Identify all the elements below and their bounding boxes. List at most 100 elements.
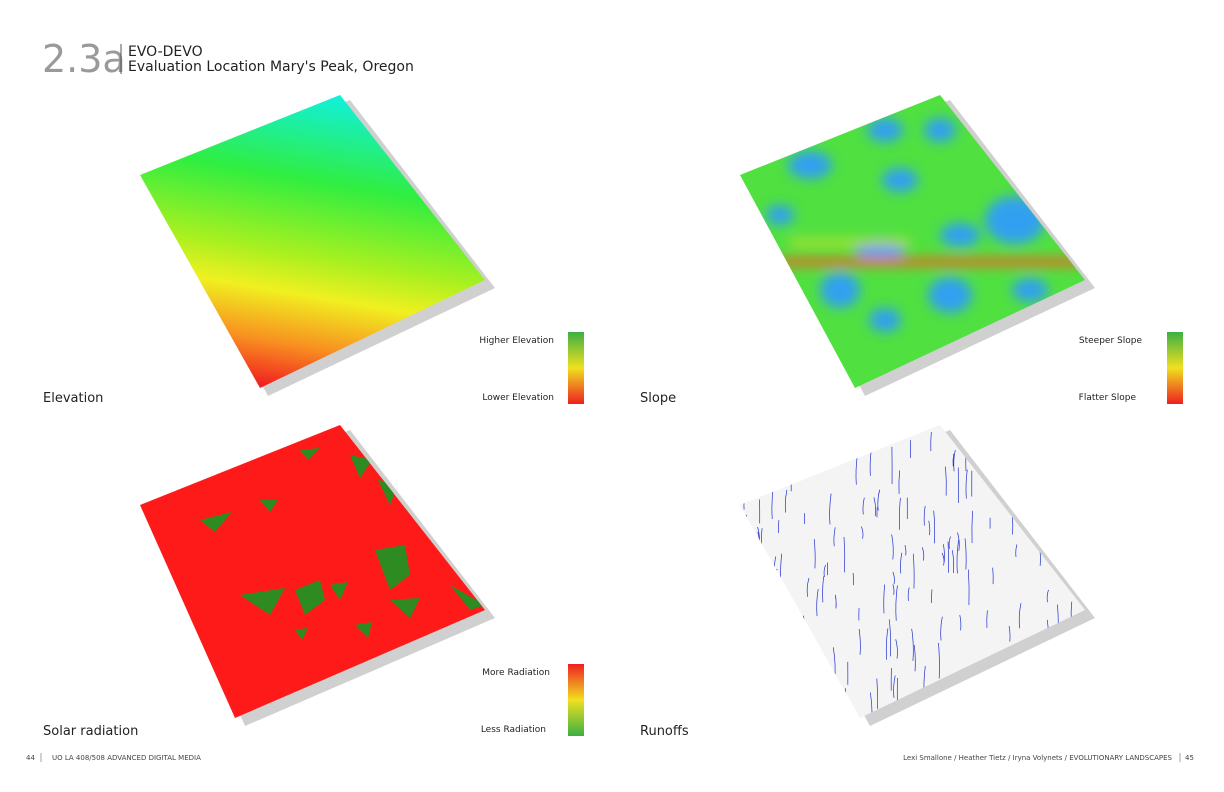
flow-line bbox=[833, 527, 836, 547]
flow-line bbox=[822, 700, 825, 717]
flow-line bbox=[1045, 699, 1049, 718]
flow-line bbox=[780, 670, 783, 703]
runoff-terrain bbox=[740, 425, 1095, 726]
flow-line bbox=[843, 536, 846, 573]
flow-line bbox=[885, 628, 889, 660]
flow-line bbox=[775, 568, 778, 591]
flow-line bbox=[941, 552, 945, 566]
flow-line bbox=[982, 429, 984, 443]
elevation-terrain bbox=[140, 95, 495, 396]
flow-line bbox=[892, 584, 895, 595]
flow-line bbox=[839, 714, 842, 718]
solar-terrain bbox=[140, 425, 495, 726]
flow-line bbox=[968, 569, 970, 606]
flow-line bbox=[892, 571, 895, 585]
flow-line bbox=[898, 470, 900, 494]
panel-label: Slope bbox=[640, 391, 676, 406]
flow-line bbox=[753, 653, 756, 692]
legend-bar bbox=[568, 332, 584, 404]
flow-line bbox=[1066, 425, 1069, 445]
flow-line bbox=[964, 427, 967, 438]
legend-bottom: Less Radiation bbox=[481, 725, 546, 735]
flow-line bbox=[900, 552, 903, 574]
flow-line bbox=[797, 425, 800, 460]
flow-line bbox=[927, 712, 930, 718]
flow-line bbox=[858, 629, 861, 655]
flow-line bbox=[933, 510, 936, 544]
footer-text: Lexi Smallone / Heather Tietz / Iryna Vo… bbox=[903, 754, 1172, 762]
flow-line bbox=[1067, 513, 1069, 548]
flow-line bbox=[904, 545, 907, 556]
flow-line bbox=[829, 493, 832, 525]
flow-line bbox=[928, 520, 931, 536]
legend-top: More Radiation bbox=[482, 668, 550, 678]
flow-line bbox=[985, 677, 988, 698]
flow-line bbox=[795, 435, 799, 449]
flow-line bbox=[913, 644, 916, 672]
flow-line bbox=[912, 553, 915, 589]
flow-line bbox=[959, 614, 962, 631]
flow-line bbox=[964, 538, 967, 570]
legend-bar bbox=[568, 664, 584, 736]
flow-line bbox=[967, 677, 970, 694]
legend-top: Steeper Slope bbox=[1079, 336, 1143, 346]
flow-line bbox=[948, 536, 951, 549]
flow-line bbox=[800, 439, 804, 476]
flow-line bbox=[781, 655, 784, 691]
flow-line bbox=[1071, 656, 1074, 693]
flow-line bbox=[1059, 674, 1061, 706]
flow-line bbox=[911, 628, 914, 661]
flow-line bbox=[861, 526, 864, 539]
flow-line bbox=[823, 564, 826, 577]
slope-terrain bbox=[740, 95, 1095, 396]
page-number: 45 bbox=[1185, 754, 1194, 762]
flow-line bbox=[797, 710, 800, 718]
flow-line bbox=[1010, 464, 1014, 480]
flow-line bbox=[1045, 524, 1047, 542]
flow-line bbox=[895, 585, 898, 621]
flow-line bbox=[938, 643, 940, 679]
flow-line bbox=[785, 634, 789, 662]
panel-label: Solar radiation bbox=[43, 724, 138, 739]
flow-line bbox=[834, 594, 837, 609]
flow-line bbox=[893, 675, 896, 698]
legend-bottom: Flatter Slope bbox=[1079, 393, 1137, 403]
flow-line bbox=[744, 514, 747, 543]
flow-line bbox=[956, 539, 959, 574]
flow-line bbox=[831, 702, 833, 713]
flow-line bbox=[820, 681, 823, 705]
flow-line bbox=[1018, 603, 1022, 629]
section-number: 2.3a bbox=[42, 37, 126, 81]
flow-line bbox=[740, 708, 742, 718]
flow-line bbox=[953, 449, 956, 472]
flow-line bbox=[957, 532, 960, 551]
flow-line bbox=[740, 566, 741, 590]
flow-line bbox=[907, 587, 910, 601]
flow-line bbox=[951, 550, 955, 574]
flow-line bbox=[986, 610, 988, 628]
flow-line bbox=[781, 636, 785, 671]
flow-line bbox=[921, 547, 925, 561]
flow-line bbox=[899, 497, 901, 530]
header-title: EVO-DEVO bbox=[128, 44, 203, 60]
flow-line bbox=[940, 616, 943, 641]
footer-text: UO LA 408/508 ADVANCED DIGITAL MEDIA bbox=[52, 754, 201, 762]
flow-line bbox=[877, 489, 881, 511]
flow-line bbox=[806, 577, 810, 597]
flow-line bbox=[1024, 710, 1027, 718]
flow-line bbox=[971, 510, 973, 544]
flow-line bbox=[883, 584, 885, 614]
flow-line bbox=[767, 466, 769, 481]
flow-line bbox=[816, 588, 819, 617]
legend-bottom: Lower Elevation bbox=[482, 393, 554, 403]
flow-line bbox=[785, 428, 788, 460]
legend-top: Higher Elevation bbox=[479, 336, 554, 346]
flow-line bbox=[888, 619, 892, 657]
flow-line bbox=[862, 497, 865, 515]
flow-line bbox=[1046, 589, 1049, 603]
flow-line bbox=[945, 466, 947, 496]
panel-label: Elevation bbox=[43, 391, 103, 406]
flow-line bbox=[869, 451, 872, 476]
flow-line bbox=[923, 505, 926, 526]
flow-line bbox=[873, 497, 876, 517]
